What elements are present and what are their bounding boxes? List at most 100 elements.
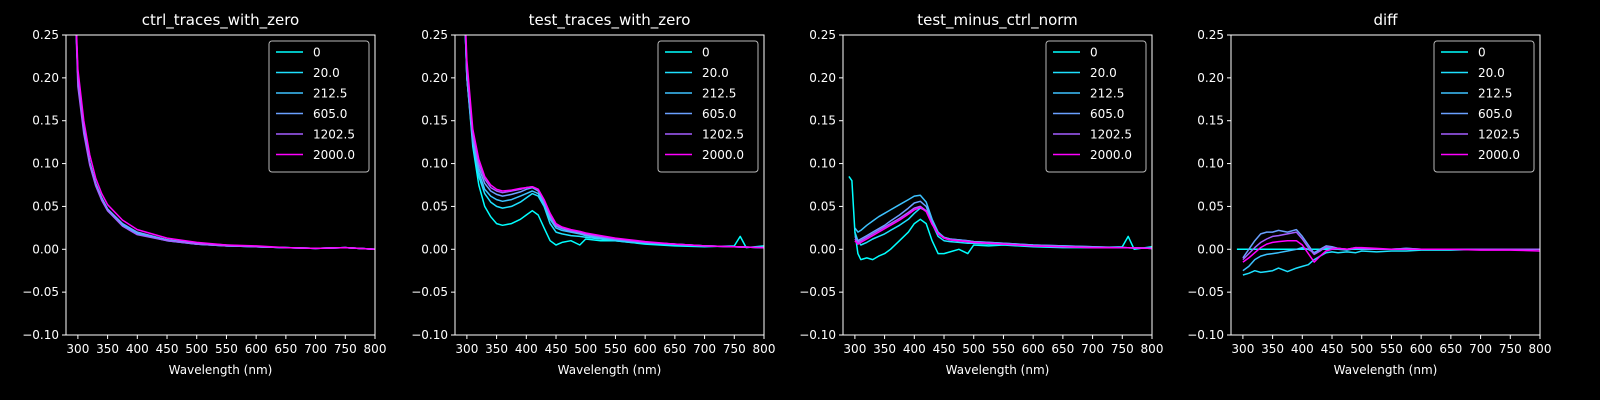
series-group	[464, 35, 764, 249]
y-tick-label: −0.10	[799, 328, 836, 342]
subplot-1: ctrl_traces_with_zero 300 350 400 450 500 550 6…	[22, 11, 386, 377]
legend-box	[268, 40, 370, 173]
x-axis-label: Wavelength (nm)	[1334, 363, 1438, 377]
legend-entry: 2000.0	[1478, 148, 1520, 162]
y-tick-label: 0.15	[809, 114, 836, 128]
series-group	[1236, 228, 1540, 276]
x-axis-label: Wavelength (nm)	[558, 363, 662, 377]
subplot-3: test_minus_ctrl_norm 300 350 400 450 500 550 60…	[799, 11, 1163, 377]
chart-title: ctrl_traces_with_zero	[142, 11, 299, 30]
x-tick-label: 650	[274, 342, 297, 356]
x-tick-label: 450	[545, 342, 568, 356]
x-axis-label: Wavelength (nm)	[169, 363, 273, 377]
x-tick-label: 550	[1380, 342, 1403, 356]
x-tick-label: 800	[753, 342, 776, 356]
y-tick-label: 0.10	[1197, 157, 1224, 171]
x-tick-label: 700	[1081, 342, 1104, 356]
series-line-0	[848, 175, 1152, 261]
y-tick-label: 0.20	[421, 71, 448, 85]
y-tick-label: 0.20	[809, 71, 836, 85]
y-tick-label: 0.05	[32, 199, 59, 213]
legend-entry: 212.5	[313, 87, 347, 101]
legend-entry: 605.0	[1478, 107, 1512, 121]
x-tick-label: 650	[1439, 342, 1462, 356]
legend-entry: 212.5	[702, 87, 736, 101]
series-line-2000.0	[75, 35, 375, 251]
x-tick-label: 650	[1051, 342, 1074, 356]
x-tick-label: 400	[903, 342, 926, 356]
legend-entry: 20.0	[1478, 66, 1505, 80]
series-line-1202.5	[854, 205, 1152, 250]
x-tick-label: 500	[185, 342, 208, 356]
x-tick-label: 750	[334, 342, 357, 356]
x-tick-label: 300	[843, 342, 866, 356]
series-group	[848, 175, 1152, 261]
y-tick-label: 0.25	[421, 28, 448, 42]
y-tick-label: 0.25	[32, 28, 59, 42]
y-tick-label: 0.15	[32, 114, 59, 128]
legend-entry: 0	[313, 46, 321, 60]
legend-box	[657, 40, 759, 173]
y-tick-label: 0.15	[421, 114, 448, 128]
y-tick-label: −0.05	[799, 285, 836, 299]
x-tick-label: 750	[1111, 342, 1134, 356]
subplot-4: diff 300 350 400 450 500 550 600 650 700 750 800 −0.…	[1187, 11, 1551, 377]
x-tick-label: 550	[992, 342, 1015, 356]
x-tick-label: 650	[663, 342, 686, 356]
x-tick-label: 550	[604, 342, 627, 356]
y-tick-label: 0.00	[32, 242, 59, 256]
series-group	[75, 35, 375, 251]
legend-entry: 212.5	[1090, 87, 1124, 101]
x-tick-label: 500	[574, 342, 597, 356]
x-tick-label: 350	[1261, 342, 1284, 356]
series-line-0	[464, 35, 764, 249]
legend-box	[1045, 40, 1147, 173]
x-tick-label: 750	[723, 342, 746, 356]
legend: 0 20.0 212.5 605.0 1202.5 2000.0	[657, 40, 759, 173]
series-line-1202.5	[1242, 231, 1540, 261]
y-tick-label: −0.10	[1187, 328, 1224, 342]
x-tick-label: 600	[634, 342, 657, 356]
legend-entry: 1202.5	[1090, 128, 1132, 142]
y-tick-label: 0.05	[421, 199, 448, 213]
legend-entry: 1202.5	[1478, 128, 1520, 142]
legend-entry: 0	[1478, 46, 1486, 60]
legend-entry: 0	[1090, 46, 1098, 60]
x-tick-label: 500	[1350, 342, 1373, 356]
x-tick-label: 350	[873, 342, 896, 356]
x-tick-label: 600	[1022, 342, 1045, 356]
chart-title: test_traces_with_zero	[529, 11, 691, 30]
chart-title: test_minus_ctrl_norm	[917, 11, 1078, 30]
legend-entry: 2000.0	[1090, 148, 1132, 162]
x-tick-label: 800	[1529, 342, 1552, 356]
series-line-2000.0	[1242, 239, 1540, 263]
y-tick-label: 0.20	[32, 71, 59, 85]
x-tick-label: 400	[515, 342, 538, 356]
y-tick-label: 0.05	[1197, 199, 1224, 213]
chart-title: diff	[1373, 11, 1398, 29]
legend: 0 20.0 212.5 605.0 1202.5 2000.0	[268, 40, 370, 173]
series-line-20.0	[464, 35, 764, 249]
y-tick-label: 0.00	[809, 242, 836, 256]
legend-entry: 605.0	[702, 107, 736, 121]
y-tick-label: −0.10	[411, 328, 448, 342]
y-tick-label: −0.10	[22, 328, 59, 342]
subplot-2: test_traces_with_zero 300 350 400 450 500 550 6…	[411, 11, 776, 377]
legend: 0 20.0 212.5 605.0 1202.5 2000.0	[1045, 40, 1147, 173]
x-tick-label: 450	[156, 342, 179, 356]
x-tick-label: 550	[215, 342, 238, 356]
legend: 0 20.0 212.5 605.0 1202.5 2000.0	[1433, 40, 1535, 173]
x-tick-label: 600	[245, 342, 268, 356]
y-tick-label: 0.05	[809, 199, 836, 213]
legend-entry: 20.0	[313, 66, 340, 80]
x-tick-label: 400	[1291, 342, 1314, 356]
y-tick-label: 0.10	[32, 157, 59, 171]
y-tick-label: 0.10	[809, 157, 836, 171]
y-tick-label: 0.10	[421, 157, 448, 171]
legend-entry: 20.0	[702, 66, 729, 80]
x-tick-label: 400	[126, 342, 149, 356]
legend-entry: 20.0	[1090, 66, 1117, 80]
x-tick-label: 350	[485, 342, 508, 356]
x-tick-label: 300	[66, 342, 89, 356]
series-line-2000.0	[854, 206, 1152, 250]
